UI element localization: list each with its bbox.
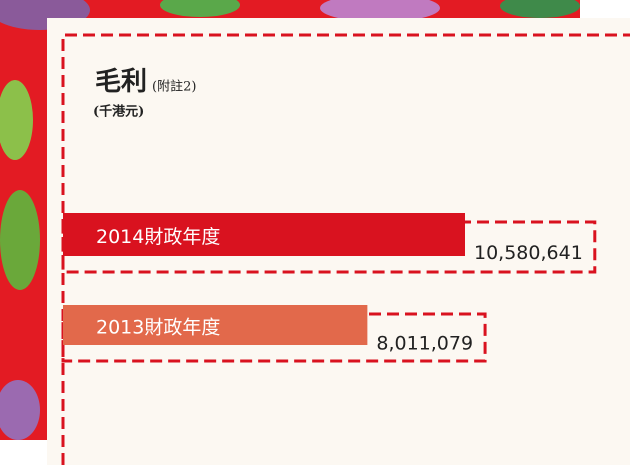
value-label: 10,580,641 bbox=[474, 242, 583, 264]
chart-subtitle: (千港元) bbox=[93, 104, 144, 120]
title-note: (附註2) bbox=[152, 80, 196, 95]
category-label: 2013財政年度 bbox=[96, 317, 220, 339]
page: 毛利 (附註2) (千港元) 2014財政年度 10,580,641 2013財政年… bbox=[0, 0, 630, 465]
value-label: 8,011,079 bbox=[376, 333, 473, 355]
chart-title: 毛利 bbox=[95, 67, 147, 97]
category-label: 2014財政年度 bbox=[96, 226, 220, 248]
